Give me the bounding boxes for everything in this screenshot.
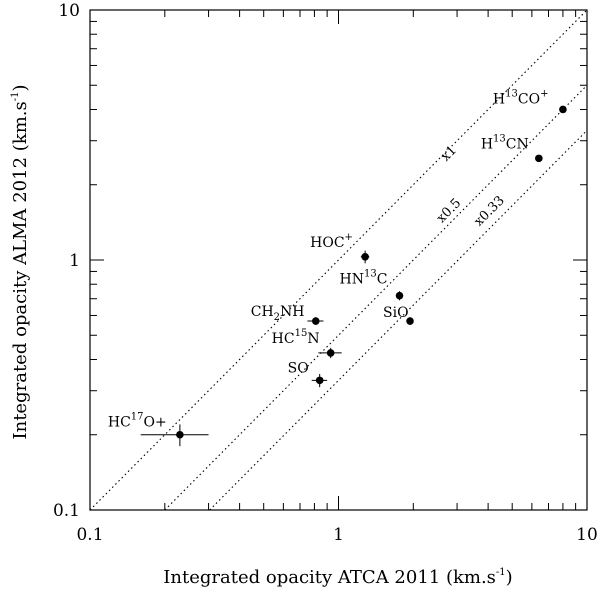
ratio-line-label: x1: [438, 143, 460, 165]
point-label: SiO: [383, 305, 409, 321]
ratio-line-label: x0.5: [434, 196, 464, 226]
ratio-line: [164, 84, 588, 511]
point-label: SO: [288, 360, 309, 376]
x-axis-title: Integrated opacity ATCA 2011 (km.s-1): [163, 567, 512, 588]
y-tick-label: 10: [58, 1, 80, 21]
ratio-line: [89, 9, 588, 511]
data-point: [559, 105, 567, 114]
point-label: HN13C: [340, 269, 388, 288]
data-point: [311, 317, 320, 325]
x-tick-label: 10: [576, 525, 598, 545]
point-label: HC15N: [272, 328, 320, 347]
x-tick-label: 0.1: [76, 525, 103, 545]
data-point: [315, 376, 324, 385]
y-tick-label: 1: [69, 251, 80, 271]
data-point: [406, 317, 414, 325]
point-label: HC17O+: [108, 412, 167, 431]
data-point: [326, 349, 335, 357]
ratio-line-label: x0.33: [472, 193, 508, 229]
data-point: [176, 430, 184, 439]
data-point: [395, 291, 404, 300]
data-point: [535, 154, 543, 163]
y-axis-title: Integrated opacity ALMA 2012 (km.s-1): [10, 84, 31, 439]
data-point: [361, 252, 369, 261]
y-tick-label: 0.1: [53, 501, 80, 521]
point-label: H13CN: [481, 133, 529, 152]
x-tick-label: 1: [333, 525, 344, 545]
point-label: CH2NH: [251, 304, 305, 323]
ratio-line: [209, 129, 588, 511]
point-label: H13CO+: [493, 88, 549, 107]
point-label: HOC+: [310, 232, 353, 251]
